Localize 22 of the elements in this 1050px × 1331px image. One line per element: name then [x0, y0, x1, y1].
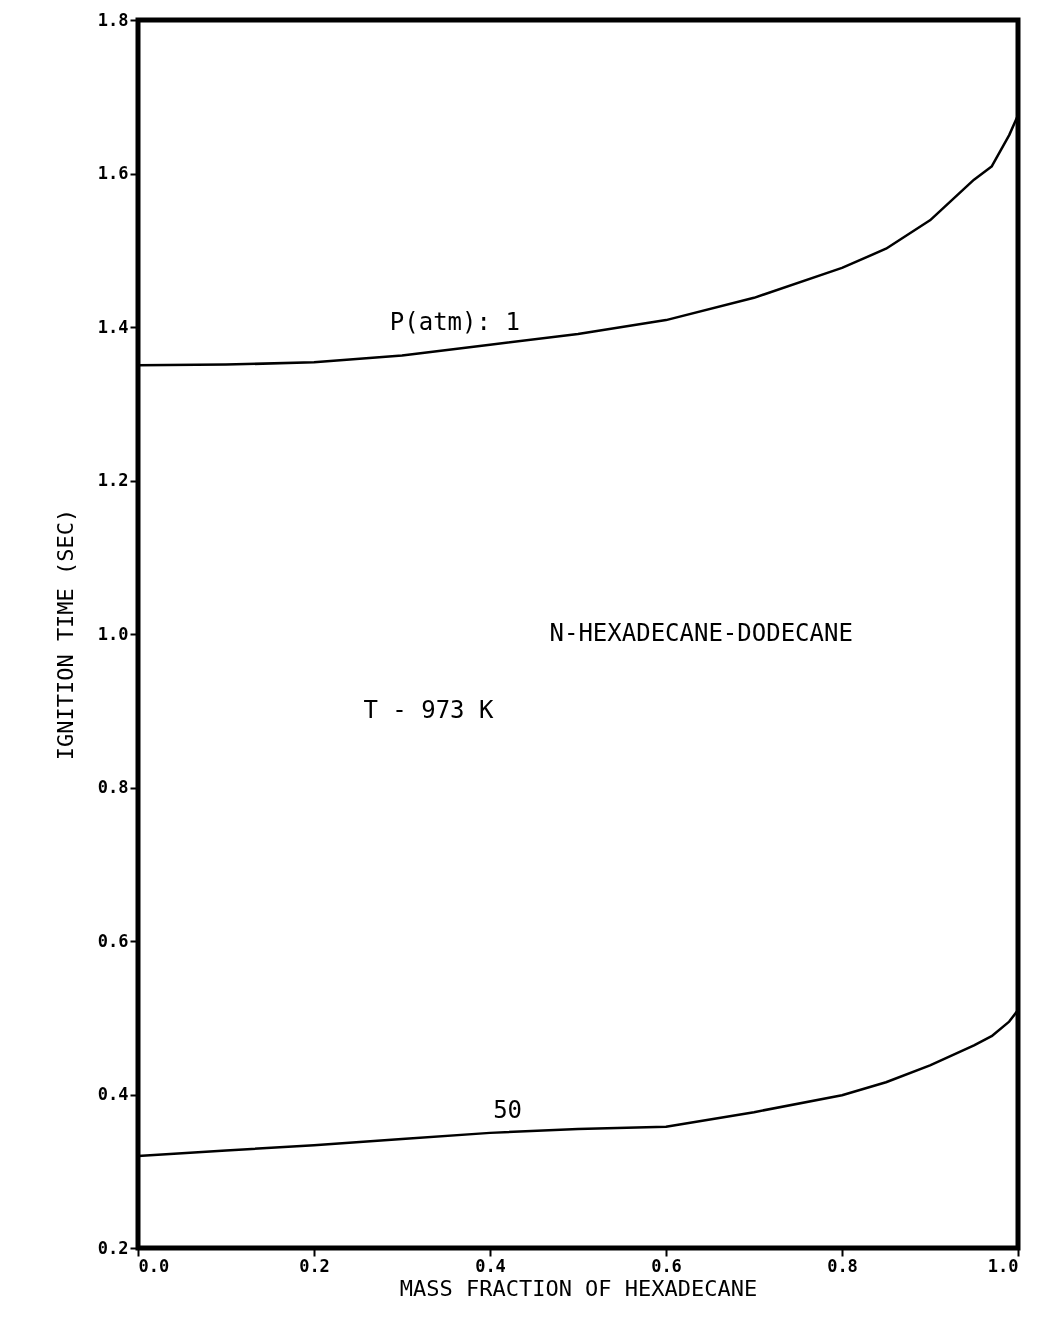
y-tick-label: 1.8	[97, 9, 129, 30]
y-tick-label: 1.2	[97, 470, 129, 490]
y-tick-label: 1.0	[97, 623, 129, 644]
x-tick-label: 0.4	[475, 1255, 506, 1276]
series-label: P(atm): 1	[389, 307, 520, 336]
line-series	[138, 1008, 1018, 1158]
x-tick-label: 1.0	[987, 1255, 1019, 1276]
y-tick-label: 1.4	[97, 316, 129, 337]
y-tick-label: 0.2	[97, 1237, 129, 1258]
x-tick-label: 0.2	[299, 1255, 330, 1276]
x-tick-label: 0.8	[827, 1255, 858, 1276]
y-tick-label: 0.8	[97, 777, 129, 797]
x-tick-label: 0.6	[651, 1255, 682, 1276]
y-tick-label: 1.6	[97, 163, 129, 183]
y-tick-label: 0.6	[97, 930, 129, 951]
y-tick-label: 0.4	[97, 1084, 129, 1104]
y-axis-title: IGNITION TIME (SEC)	[52, 508, 78, 761]
annotation: N-HEXADECANE-DODECANE	[549, 619, 853, 647]
x-tick-label: 0.0	[138, 1255, 170, 1276]
x-axis-title: MASS FRACTION OF HEXADECANE	[399, 1275, 758, 1301]
series-label: 50	[493, 1095, 523, 1124]
annotation: T - 973 K	[363, 695, 494, 724]
